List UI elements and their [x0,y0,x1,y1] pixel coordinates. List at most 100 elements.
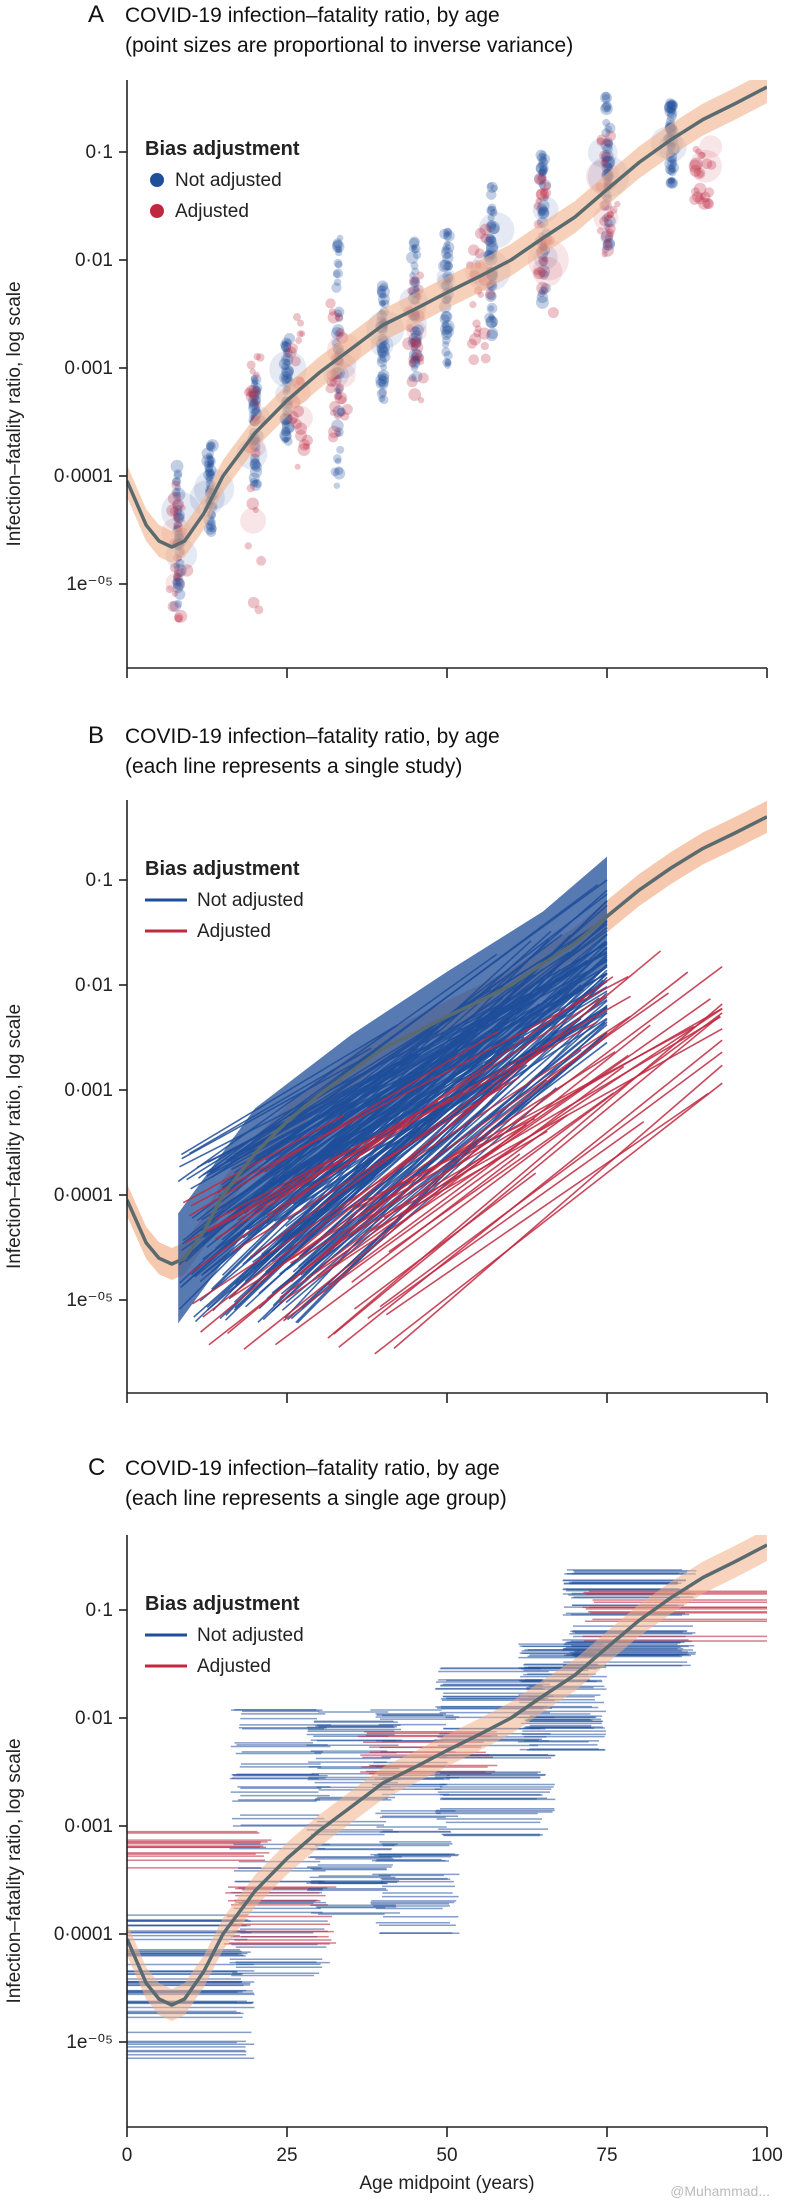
data-point [292,419,302,429]
y-tick-label: 0·1 [86,870,113,891]
x-tick-label: 75 [596,2145,617,2166]
data-point [173,508,183,517]
data-point [487,305,495,312]
data-point [252,400,261,409]
data-point [336,445,345,454]
data-point [603,223,611,231]
data-point [206,470,215,480]
data-point [175,577,184,586]
data-point [416,271,425,280]
data-point [377,293,390,306]
data-point [335,383,345,393]
data-point [171,590,179,597]
data-point [173,471,182,480]
data-point [609,205,618,214]
data-point [600,159,608,167]
data-point [489,316,497,323]
data-point [466,338,478,349]
study-line [335,1016,721,1245]
data-point [280,341,292,353]
data-point [439,322,453,336]
data-point [469,333,482,346]
data-point [417,354,425,362]
data-point [329,400,341,412]
study-line [275,1012,723,1346]
data-point [693,182,707,196]
data-point-large [288,405,313,431]
data-point [538,153,550,165]
data-point [600,91,612,104]
data-point [490,184,498,192]
data-point [325,383,336,394]
data-point [469,301,477,309]
data-point [604,234,612,242]
data-point [664,101,677,114]
data-point [248,472,260,484]
study-line [232,1077,519,1253]
data-point [176,567,186,577]
study-line [292,1000,608,1273]
study-line [301,1021,608,1309]
data-point [480,233,490,244]
data-point [542,194,549,202]
data-point [601,151,612,163]
data-point [294,422,308,435]
data-point [180,564,194,577]
data-point [489,209,498,217]
data-point [280,426,291,437]
data-point [468,354,480,366]
y-tick-label: 0·01 [75,1708,113,1729]
data-point [667,159,675,167]
data-point [540,283,552,294]
age-band [127,1830,272,1869]
data-point [408,332,422,346]
data-point [254,605,264,615]
data-point-large [532,196,559,223]
study-line [250,1049,541,1258]
study-line [214,995,606,1240]
data-point [251,385,262,396]
age-band [229,1709,332,1977]
data-point [539,269,549,280]
data-point [601,102,611,113]
data-point [256,555,267,566]
data-point [169,562,180,573]
data-point [614,200,621,208]
study-line [190,975,629,1207]
data-point [669,159,678,167]
data-point [533,202,542,211]
x-tick-label: 25 [276,2145,297,2166]
data-point [703,198,715,210]
data-point [412,356,420,363]
data-point [334,312,344,322]
data-point [278,358,291,370]
data-point [172,509,185,522]
panel-title: COVID-19 infection–fatality ratio, by ag… [125,725,500,748]
data-point [667,177,675,185]
data-point [328,308,337,316]
data-point [411,243,421,254]
study-line [278,1008,723,1304]
legend-entry: Not adjusted [175,170,282,191]
data-point [444,358,452,366]
legend: Bias adjustment Not adjusted Adjusted [145,858,304,942]
plot-area [127,1535,767,2060]
data-point [295,337,303,344]
study-line [271,1021,606,1294]
data-point [173,564,187,578]
data-point [412,352,419,359]
data-point [601,156,615,170]
data-point-large [478,212,515,249]
data-point [251,378,259,386]
data-point [596,134,607,145]
data-point [280,353,294,366]
fit-curve [127,1543,767,2007]
data-point-large [587,137,618,168]
data-point [249,397,259,407]
data-point [699,151,706,159]
data-point [336,407,345,417]
data-point [486,302,498,314]
data-point [334,457,342,465]
data-point [243,387,253,397]
